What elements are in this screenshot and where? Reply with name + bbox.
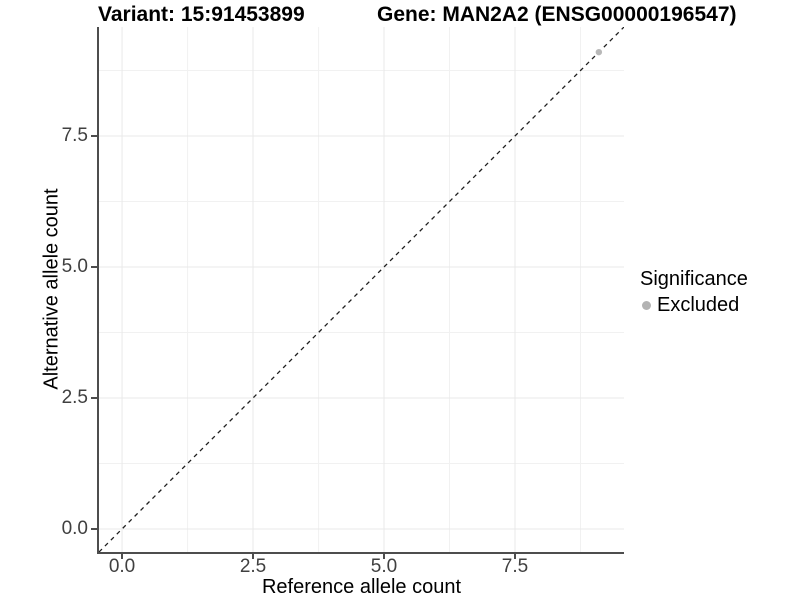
x-tick-label: 0.0 (108, 556, 136, 577)
y-tick-mark (91, 527, 97, 530)
legend-entry: Excluded (640, 292, 748, 318)
x-tick-label: 7.5 (501, 556, 529, 577)
x-tick-label: 5.0 (370, 556, 398, 577)
y-tick-mark (91, 265, 97, 268)
legend-point-icon (642, 300, 651, 310)
y-tick-mark (91, 396, 97, 399)
y-tick-mark (91, 134, 97, 137)
variant-title: Variant: 15:91453899 (98, 3, 305, 26)
legend-entry-label: Excluded (657, 294, 740, 316)
plot-canvas (99, 27, 624, 552)
gene-title: Gene: MAN2A2 (ENSG00000196547) (377, 3, 737, 26)
y-tick-label: 5.0 (61, 255, 88, 277)
x-tick-mark (121, 553, 124, 559)
legend-title: Significance (640, 268, 748, 290)
data-point (595, 48, 603, 56)
identity-dashed-line (99, 27, 624, 552)
legend: Significance Excluded (640, 266, 748, 318)
x-tick-label: 2.5 (239, 556, 267, 577)
plot-panel (97, 27, 624, 554)
legend-entries: Excluded (640, 292, 748, 318)
y-tick-label: 2.5 (61, 386, 88, 408)
x-tick-mark (514, 553, 517, 559)
y-tick-label: 0.0 (61, 517, 88, 539)
x-tick-mark (252, 553, 255, 559)
x-axis-title: Reference allele count (261, 576, 461, 598)
x-tick-mark (383, 553, 386, 559)
y-axis-title: Alternative allele count (40, 188, 63, 390)
y-tick-label: 7.5 (61, 124, 88, 146)
